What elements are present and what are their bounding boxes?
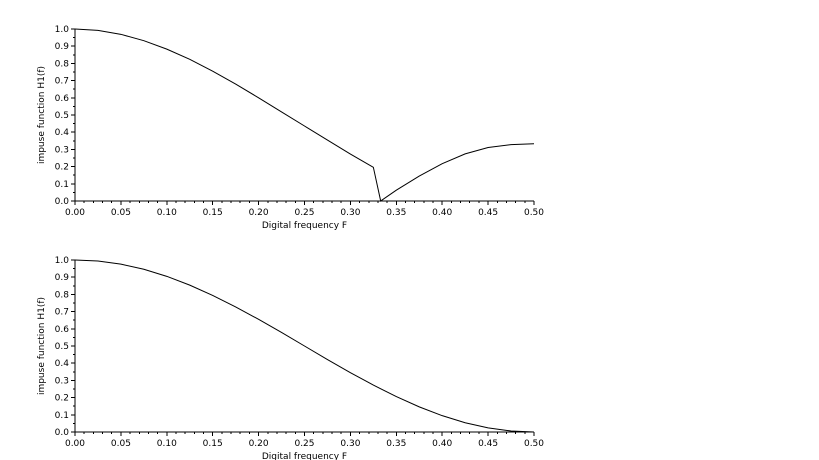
x-tick-label: 0.00 [65, 439, 85, 449]
y-tick-label: 0.5 [55, 342, 69, 352]
y-tick-label: 0.1 [55, 411, 69, 421]
y-axis-label: impuse function H1(f) [37, 66, 47, 164]
x-tick-label: 0.40 [432, 208, 452, 218]
y-tick-label: 1.0 [55, 25, 70, 35]
data-point [465, 422, 466, 423]
data-point [304, 346, 305, 347]
data-point [396, 190, 397, 191]
data-point [281, 332, 282, 333]
data-point [143, 40, 144, 41]
y-tick-label: 1.0 [55, 256, 70, 266]
y-axis-label: impuse function H1(f) [37, 297, 47, 395]
y-tick-label: 0.1 [55, 180, 69, 190]
chart-1: 0.00 0.05 0.10 0.15 0.20 0.25 0.30 0.35 0.40 0.45… [37, 25, 544, 231]
data-point [465, 153, 466, 154]
y-tick-label: 0.6 [55, 325, 70, 335]
x-tick-label: 0.50 [524, 439, 544, 449]
x-tick-label: 0.10 [157, 439, 177, 449]
data-point [327, 359, 328, 360]
y-tick-label: 0.9 [55, 42, 70, 52]
x-tick-label: 0.05 [111, 208, 131, 218]
data-point [281, 112, 282, 113]
y-tick-label: 0.8 [55, 59, 70, 69]
x-tick-label: 0.40 [432, 439, 452, 449]
data-point [189, 59, 190, 60]
data-point [534, 143, 535, 144]
data-point [212, 295, 213, 296]
data-point [419, 406, 420, 407]
y-tick-label: 0.3 [55, 376, 69, 386]
x-tick-label: 0.35 [386, 208, 406, 218]
x-tick-label: 0.10 [157, 208, 177, 218]
data-point [511, 431, 512, 432]
y-tick-label: 0.0 [55, 428, 70, 438]
data-point [419, 176, 420, 177]
data-point [396, 396, 397, 397]
data-point [350, 154, 351, 155]
data-point [143, 269, 144, 270]
y-tick-label: 0.5 [55, 111, 69, 121]
data-point [75, 29, 76, 30]
y-tick-label: 0.7 [55, 308, 69, 318]
series-line-1 [74, 259, 535, 433]
y-tick-label: 0.6 [55, 94, 70, 104]
data-point [534, 432, 535, 433]
x-tick-label: 0.00 [65, 208, 85, 218]
y-tick-label: 0.0 [55, 197, 70, 207]
x-tick-label: 0.25 [294, 439, 314, 449]
data-point [189, 285, 190, 286]
series-line-1 [74, 28, 535, 202]
data-point [327, 140, 328, 141]
x-tick-label: 0.50 [524, 208, 544, 218]
data-point [235, 307, 236, 308]
x-tick-label: 0.15 [203, 439, 223, 449]
y-tick-label: 0.2 [55, 394, 69, 404]
data-point [373, 385, 374, 386]
data-point [442, 163, 443, 164]
data-point [258, 97, 259, 98]
x-tick-label: 0.05 [111, 439, 131, 449]
x-axis-label: Digital frequency F [262, 452, 347, 460]
data-point [350, 372, 351, 373]
data-point [511, 144, 512, 145]
data-point [488, 427, 489, 428]
data-point [380, 201, 381, 202]
data-point [121, 34, 122, 35]
data-point [98, 261, 99, 262]
x-tick-label: 0.25 [294, 208, 314, 218]
x-tick-label: 0.30 [340, 208, 360, 218]
y-tick-label: 0.2 [55, 163, 69, 173]
data-point [235, 84, 236, 85]
x-tick-label: 0.20 [249, 208, 269, 218]
data-point [75, 260, 76, 261]
data-point [488, 147, 489, 148]
data-point [212, 71, 213, 72]
y-tick-label: 0.9 [55, 273, 70, 283]
y-tick-label: 0.7 [55, 77, 69, 87]
x-tick-label: 0.30 [340, 439, 360, 449]
data-point [442, 415, 443, 416]
data-point [166, 49, 167, 50]
x-tick-label: 0.45 [478, 439, 498, 449]
data-point [166, 276, 167, 277]
chart-2: 0.00 0.05 0.10 0.15 0.20 0.25 0.30 0.35 0.40 0.45… [37, 256, 544, 460]
x-tick-label: 0.15 [203, 208, 223, 218]
y-tick-label: 0.3 [55, 145, 69, 155]
data-point [121, 264, 122, 265]
x-axis-label: Digital frequency F [262, 221, 347, 231]
x-tick-label: 0.35 [386, 439, 406, 449]
data-point [373, 167, 374, 168]
y-tick-label: 0.8 [55, 290, 70, 300]
data-point [98, 30, 99, 31]
x-tick-label: 0.45 [478, 208, 498, 218]
data-point [304, 126, 305, 127]
data-point [258, 319, 259, 320]
x-tick-label: 0.20 [249, 439, 269, 449]
y-tick-label: 0.4 [55, 128, 70, 138]
y-tick-label: 0.4 [55, 359, 70, 369]
